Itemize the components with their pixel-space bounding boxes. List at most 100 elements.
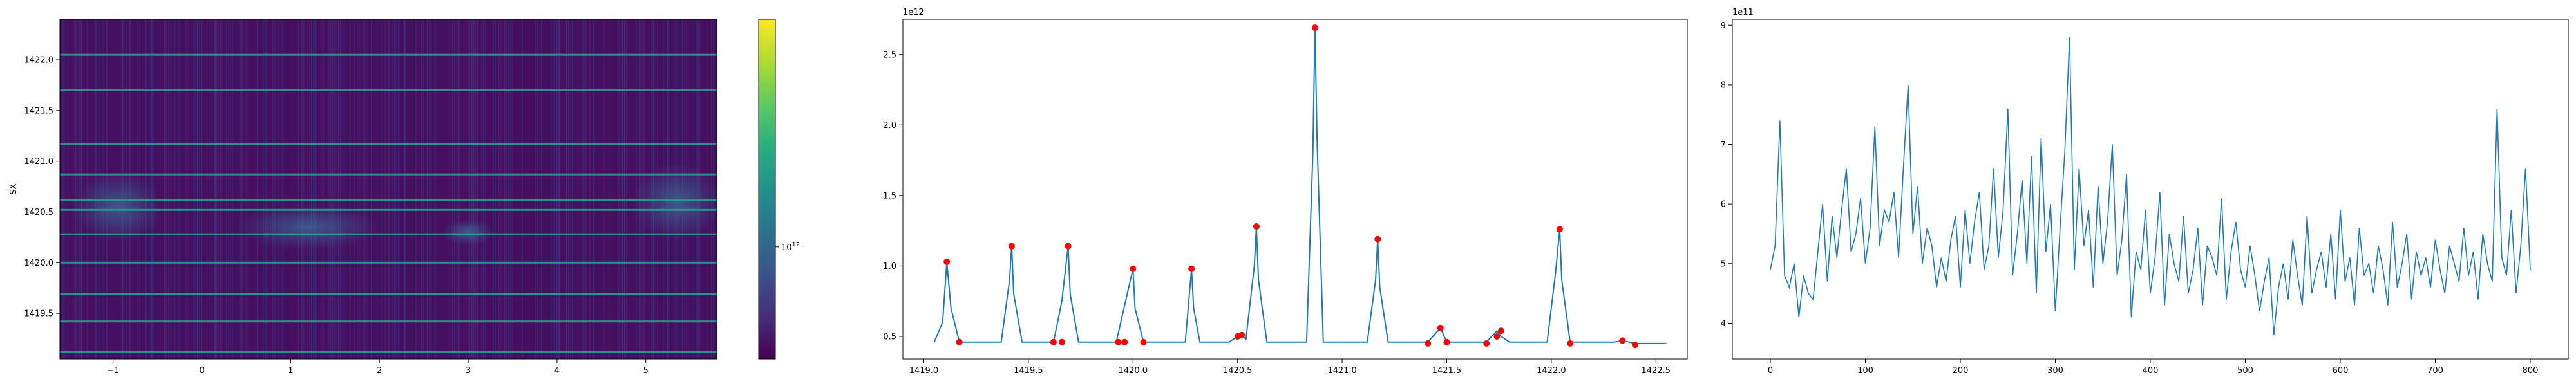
heatmap-column-stripe (222, 19, 223, 359)
heatmap-column-stripe (504, 19, 506, 359)
series-content (1770, 37, 2531, 335)
heatmap-column-stripe (583, 19, 585, 359)
heatmap-column-stripe (282, 19, 283, 359)
heatmap-column-stripe (301, 19, 303, 359)
heatmap-column-stripe (558, 19, 560, 359)
heatmap-column-stripe (595, 19, 596, 359)
peak-marker (1483, 340, 1490, 347)
heatmap-column-stripe (554, 19, 556, 359)
peak-marker (1253, 223, 1260, 230)
peak-marker (1311, 24, 1318, 32)
heatmap-column-stripe (77, 19, 79, 359)
heatmap-column-stripe (572, 19, 573, 359)
heatmap-column-stripe (448, 19, 450, 359)
heatmap-column-stripe (493, 19, 494, 359)
heatmap-column-stripe (170, 19, 171, 359)
series-x-tick-label: 0 (1768, 366, 1773, 376)
series-x-tick-label: 700 (2427, 366, 2443, 376)
colorbar-tick-label: 1012 (781, 241, 800, 253)
heatmap-y-tick-label: 1420.0 (24, 259, 54, 268)
heatmap-column-stripe (240, 19, 241, 359)
peak-marker (1619, 337, 1626, 344)
heatmap-column-stripe (211, 19, 212, 359)
heatmap-column-stripe (377, 19, 378, 359)
heatmap-horizontal-line (60, 143, 717, 145)
heatmap-column-stripe (311, 19, 312, 359)
heatmap-column-stripe (622, 19, 623, 359)
heatmap-column-stripe (475, 19, 477, 359)
heatmap-column-stripe (429, 19, 431, 359)
heatmap-column-stripe (321, 19, 322, 359)
peak-marker (1497, 327, 1504, 335)
heatmap-column-stripe (357, 19, 359, 359)
heatmap-column-stripe (265, 19, 267, 359)
heatmap-column-stripe (68, 19, 69, 359)
heatmap-column-stripe (328, 19, 330, 359)
heatmap-column-stripe (433, 19, 434, 359)
heatmap-x-tick-label: 0 (199, 366, 204, 376)
heatmap-horizontal-line (60, 320, 717, 323)
peaks-y-tick-label: 0.5 (883, 332, 896, 342)
series-y-tick-label: 5 (1721, 259, 1726, 269)
heatmap-column-stripe (185, 19, 187, 359)
heatmap-column-stripe (458, 19, 460, 359)
heatmap-horizontal-line (60, 233, 717, 235)
series-x-tick-label: 600 (2333, 366, 2349, 376)
heatmap-column-stripe (226, 19, 227, 359)
heatmap-column-stripe (537, 19, 538, 359)
series-x-tick-label: 300 (2047, 366, 2063, 376)
series-x-tick-label: 200 (1953, 366, 1969, 376)
heatmap-column-stripe (247, 19, 249, 359)
peak-marker (1140, 338, 1147, 345)
peaks-y-tick-label: 2.0 (883, 121, 896, 131)
heatmap-horizontal-line (60, 208, 717, 211)
peaks-x-tick-label: 1422.0 (1537, 366, 1566, 376)
series-y-tick-label: 4 (1721, 319, 1726, 329)
heatmap-y-tick-label: 1421.5 (24, 106, 54, 116)
heatmap-column-stripe (618, 19, 620, 359)
heatmap-column-stripe (481, 19, 482, 359)
peak-marker (1115, 338, 1122, 345)
heatmap-column-stripe (216, 19, 218, 359)
series-x-tick-label: 800 (2523, 366, 2539, 376)
peak-marker (1238, 331, 1245, 338)
heatmap-column-stripe (556, 19, 558, 359)
peak-marker (943, 258, 951, 265)
colorbar: 1012 (758, 19, 800, 360)
peak-marker (1556, 226, 1563, 233)
heatmap-column-stripe (278, 19, 279, 359)
heatmap-content (60, 19, 717, 359)
heatmap-column-stripe (392, 19, 393, 359)
heatmap-column-stripe (197, 19, 198, 359)
heatmap-column-stripe (363, 19, 365, 359)
peak-marker (1425, 340, 1432, 347)
heatmap-column-stripe (242, 19, 243, 359)
heatmap-column-stripe (398, 19, 400, 359)
heatmap-column-stripe (634, 19, 635, 359)
heatmap-column-stripe (228, 19, 229, 359)
heatmap-column-stripe (274, 19, 276, 359)
heatmap-x-tick-label: 2 (377, 366, 382, 376)
heatmap-column-stripe (214, 19, 216, 359)
heatmap-horizontal-line (60, 293, 717, 295)
heatmap-column-stripe (381, 19, 383, 359)
peak-marker (956, 338, 963, 345)
heatmap-column-stripe (195, 19, 196, 359)
heatmap-column-stripe (582, 19, 583, 359)
heatmap-column-stripe (609, 19, 610, 359)
heatmap-glow-region (237, 205, 379, 250)
heatmap-column-stripe (164, 19, 166, 359)
heatmap-column-stripe (626, 19, 627, 359)
heatmap-column-stripe (431, 19, 432, 359)
heatmap-column-stripe (193, 19, 195, 359)
heatmap-glow-region (631, 163, 717, 241)
heatmap-column-stripe (66, 19, 67, 359)
heatmap-column-stripe (388, 19, 390, 359)
heatmap-column-stripe (62, 19, 64, 359)
heatmap-x-tick-label: 5 (643, 366, 649, 376)
heatmap-column-stripe (394, 19, 396, 359)
heatmap-column-stripe (257, 19, 258, 359)
series-x-tick-label: 400 (2143, 366, 2159, 376)
peaks-series-line (933, 28, 1667, 344)
heatmap-column-stripe (238, 19, 239, 359)
